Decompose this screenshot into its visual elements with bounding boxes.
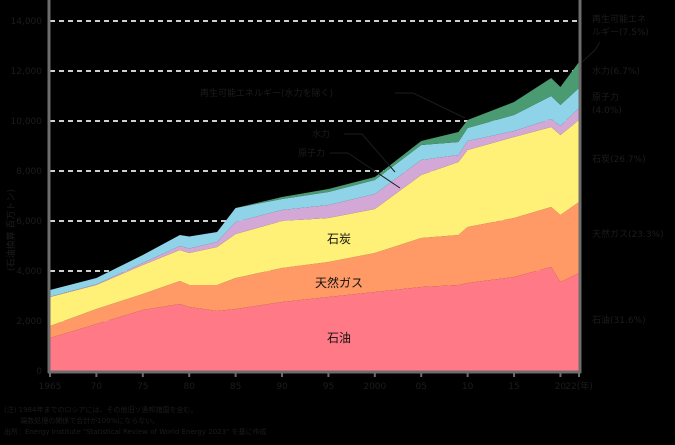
x-tick-label: 05 [416, 382, 427, 392]
leader-line [330, 152, 401, 189]
share-label: 原子力 [592, 91, 619, 103]
share-label: 石油(31.6%) [592, 314, 646, 326]
x-tick-label: 22(年) [565, 380, 592, 392]
note-line-1: (注) 1984年までのロシアには、その他旧ソ連邦諸国を含む。 [4, 406, 198, 414]
leader-line [395, 92, 466, 119]
y-tick-label: 10,000 [11, 117, 43, 127]
annotation-label: 水力 [312, 128, 330, 140]
x-axis-ticks: 1965 70 75 80 85 90 95 2000 05 10 15 20 22(年) [39, 373, 593, 392]
area-天然ガス [50, 202, 579, 338]
y-tick-label: 6,000 [16, 217, 42, 227]
x-tick-label: 95 [323, 382, 334, 392]
x-tick-label: 75 [137, 382, 148, 392]
y-axis-ticks: 0 2,000 4,000 6,000 8,000 10,000 12,000 14,000 [11, 17, 43, 377]
area-原子力 [50, 108, 579, 297]
y-axis-label: (石油換算 百万トン) [5, 189, 17, 271]
share-label: (4.0%) [592, 106, 622, 116]
y-tick-label: 8,000 [16, 167, 42, 177]
chart-areas [50, 62, 579, 371]
note-line-2: 端数処理の関係で合計が100%にならない。 [4, 417, 160, 425]
series-label: 石炭 [327, 232, 351, 246]
note-line-3: 出所：Energy Institute "Statistical Review … [4, 428, 267, 436]
axes [47, 0, 582, 374]
x-tick-label: 15 [508, 382, 519, 392]
chart-notes: (注) 1984年までのロシアには、その他旧ソ連邦諸国を含む。 端数処理の関係で… [4, 405, 664, 438]
share-label: 天然ガス(23.3%) [592, 228, 664, 240]
x-tick-label: 70 [91, 382, 103, 392]
share-label: 再生可能エネ [592, 13, 646, 25]
x-tick-label: 10 [462, 382, 474, 392]
series-label: 石油 [327, 331, 351, 345]
x-tick-label: 2000 [363, 382, 386, 392]
y-tick-label: 12,000 [11, 67, 43, 77]
area-水力 [50, 88, 579, 297]
series-label: 天然ガス [315, 275, 363, 290]
leader-line [581, 41, 601, 63]
x-tick-label: 90 [276, 382, 288, 392]
share-label: 石炭(26.7%) [592, 154, 646, 165]
x-tick-label: 20 [555, 382, 567, 392]
x-tick-label: 1965 [39, 382, 62, 392]
share-label: 水力(6.7%) [592, 65, 640, 77]
y-tick-label: 14,000 [11, 17, 43, 27]
x-tick-label: 80 [183, 382, 195, 392]
leader-line [344, 133, 396, 173]
y-tick-label: 2,000 [16, 317, 42, 327]
area-石炭 [50, 120, 579, 326]
y-tick-label: 0 [36, 367, 42, 377]
area-石油 [50, 267, 579, 371]
annotation-label: 原子力 [298, 147, 325, 159]
share-label: ルギー(7.5%) [592, 27, 649, 38]
annotation-label: 再生可能エネルギー(水力を除く) [200, 87, 333, 99]
share-labels: 再生可能エネルギー(7.5%) 水力(6.7%) 原子力 (4.0%) 石炭(26.7%… [581, 13, 664, 326]
y-tick-label: 4,000 [16, 267, 42, 277]
x-tick-label: 85 [230, 382, 241, 392]
